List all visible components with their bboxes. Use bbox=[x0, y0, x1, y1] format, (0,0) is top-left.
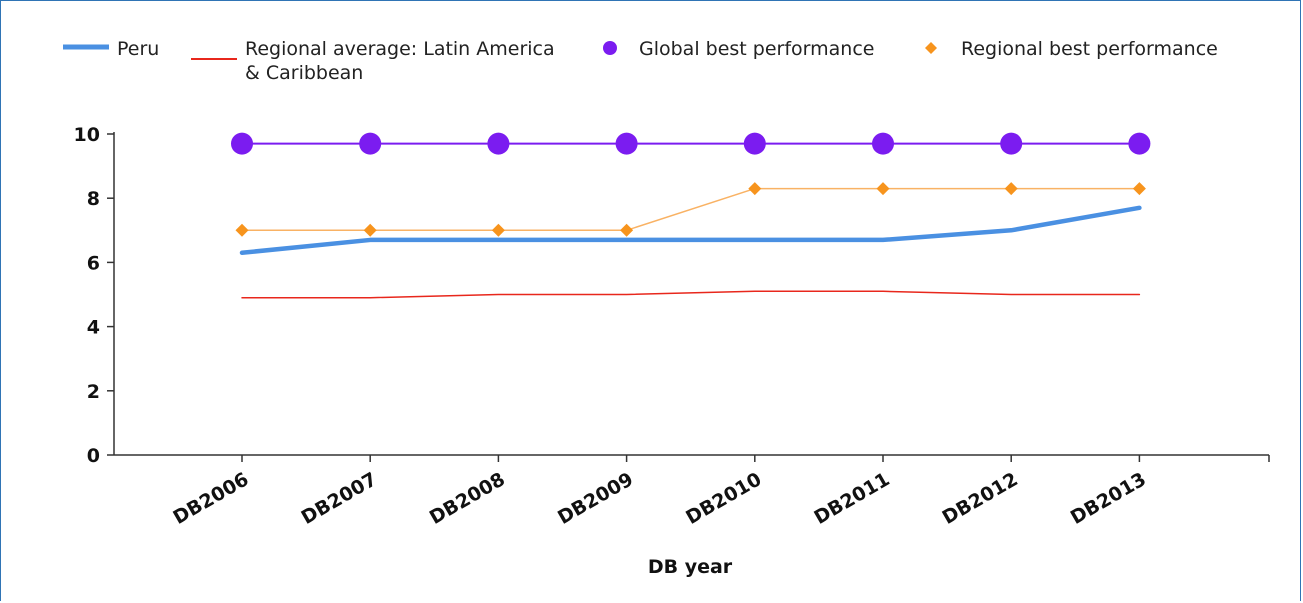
x-tick-label: DB2006 bbox=[169, 468, 252, 529]
point-regional-best-performance bbox=[876, 182, 890, 196]
x-tick-label: DB2012 bbox=[939, 468, 1022, 529]
point-global-best-performance bbox=[487, 132, 510, 155]
series-line-regional-average-latin-america-caribbean bbox=[241, 290, 1141, 299]
x-tick-label: DB2007 bbox=[298, 468, 381, 529]
point-regional-best-performance bbox=[620, 223, 634, 237]
legend-label-global-best: Global best performance bbox=[639, 38, 874, 60]
point-global-best-performance bbox=[615, 132, 638, 155]
x-tick-label: DB2008 bbox=[426, 468, 509, 529]
point-global-best-performance bbox=[872, 132, 894, 155]
point-regional-best-performance bbox=[491, 223, 505, 237]
series-group bbox=[231, 132, 1151, 299]
x-tick-label: DB2013 bbox=[1067, 468, 1150, 529]
axes: 0 2 4 6 8 10 DB2006 DB2007 DB2008 DB2009 DB2010 DB2… bbox=[74, 124, 1270, 529]
legend-label-regional-average: Regional average: Latin America & Caribbe… bbox=[245, 38, 555, 84]
legend-label-peru: Peru bbox=[117, 38, 159, 60]
point-global-best-performance bbox=[1128, 132, 1151, 155]
y-tick-label: 0 bbox=[87, 445, 100, 467]
series-line-peru bbox=[239, 205, 1142, 256]
series-line-regional-best-performance bbox=[241, 187, 1141, 232]
x-tick-label: DB2010 bbox=[682, 468, 765, 529]
y-tick-label: 10 bbox=[74, 124, 100, 146]
point-regional-best-performance bbox=[748, 182, 762, 196]
legend-item-regional-average: Regional average: Latin America & Caribbe… bbox=[191, 38, 555, 84]
x-axis-title: DB year bbox=[648, 556, 733, 578]
legend-item-regional-best: Regional best performance bbox=[925, 38, 1218, 60]
point-global-best-performance bbox=[1000, 132, 1023, 155]
legend-swatch-regional-best bbox=[925, 42, 937, 54]
y-tick-label: 8 bbox=[87, 188, 100, 210]
point-regional-best-performance bbox=[1132, 182, 1146, 196]
legend-item-peru: Peru bbox=[63, 38, 159, 60]
legend-swatch-global-best bbox=[603, 41, 617, 55]
y-tick-label: 4 bbox=[87, 317, 100, 339]
x-tick-label: DB2009 bbox=[554, 468, 637, 529]
legend: Peru Regional average: Latin America & Ca… bbox=[63, 38, 1218, 84]
point-global-best-performance bbox=[231, 132, 253, 155]
point-global-best-performance bbox=[359, 132, 382, 155]
legend-label-regional-best: Regional best performance bbox=[961, 38, 1218, 60]
x-tick-label: DB2011 bbox=[810, 468, 893, 529]
point-regional-best-performance bbox=[1004, 182, 1018, 196]
legend-item-global-best: Global best performance bbox=[603, 38, 874, 60]
legend-label-line: Regional average: Latin America bbox=[245, 38, 555, 60]
y-tick-label: 6 bbox=[87, 252, 100, 274]
point-regional-best-performance bbox=[235, 223, 249, 237]
point-regional-best-performance bbox=[363, 223, 377, 237]
legend-label-line: & Caribbean bbox=[245, 62, 363, 84]
point-global-best-performance bbox=[743, 132, 766, 155]
y-tick-label: 2 bbox=[87, 381, 100, 403]
